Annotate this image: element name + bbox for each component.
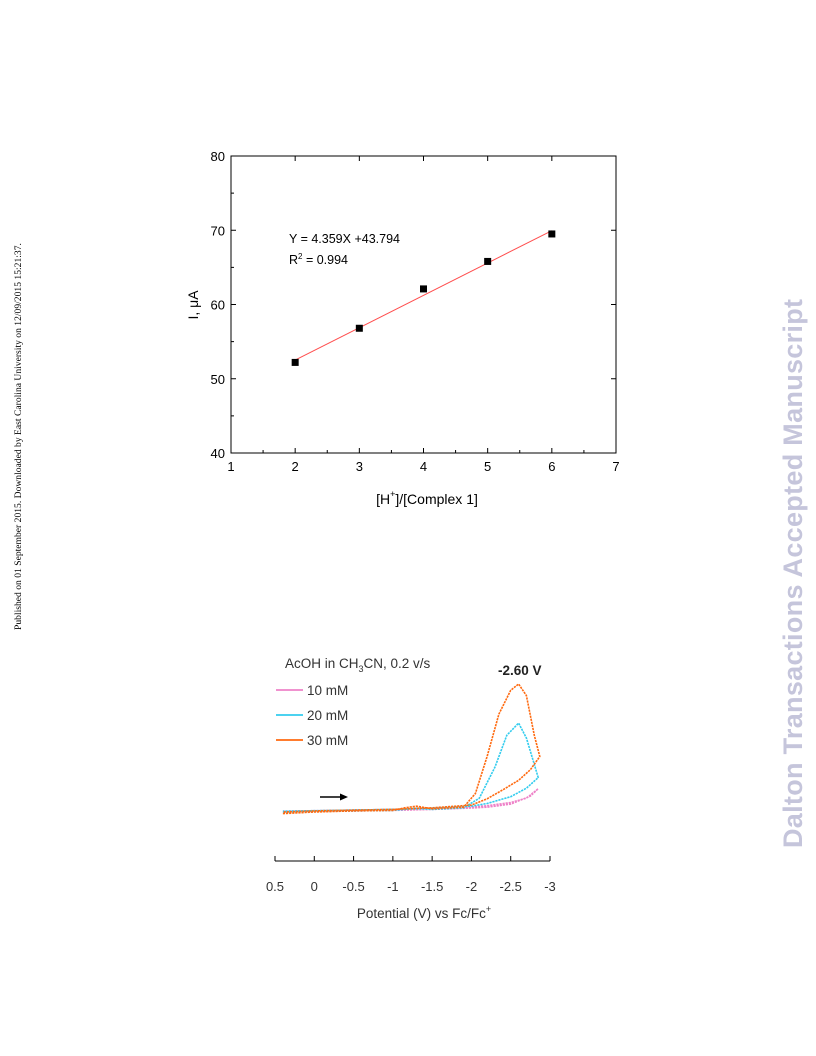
data-point [484,257,492,265]
data-point [355,324,363,332]
x-tick-label: 1 [227,459,234,474]
x-axis-label: [H+]/[Complex 1] [376,489,478,507]
cv-curves [282,682,541,815]
x-axis-ticks: 0.5 0 -0.5 -1 -1.5 -2 -2.5 -3 [266,856,556,894]
scan-direction-arrow [320,793,348,801]
legend-label: 30 mM [307,733,348,748]
legend-title: AcOH in CH3CN, 0.2 v/s [285,656,431,674]
fit-equation: Y = 4.359X +43.794 [289,232,400,246]
x-tick-label: -1.5 [421,879,443,894]
y-axis-label: I, μA [185,290,201,320]
y-tick-label: 70 [211,223,225,238]
cv-curve-30-mm [282,682,541,815]
peak-label: -2.60 V [498,663,542,678]
r-squared: R2 = 0.994 [289,252,348,267]
fit-line [294,230,553,361]
y-tick-label: 80 [211,149,225,164]
x-tick-label: -0.5 [342,879,364,894]
x-tick-label: 3 [356,459,363,474]
data-point [420,285,427,293]
data-point [548,230,556,238]
linear-fit-chart: 1 2 3 4 5 6 7 40 50 60 70 80 Y = 4.359X +43.794 R2 … [185,149,620,507]
x-tick-label: -2.5 [500,879,522,894]
x-axis-label: Potential (V) vs Fc/Fc+ [357,904,491,921]
x-tick-label: 0.5 [266,879,284,894]
x-tick-label: 2 [292,459,299,474]
y-tick-label: 50 [211,372,225,387]
data-points [291,230,556,366]
x-tick-label: 7 [612,459,619,474]
x-tick-label: 4 [420,459,427,474]
y-tick-label: 60 [211,298,225,313]
legend-label: 10 mM [307,683,348,698]
data-point [291,358,299,366]
plot-frame [230,155,617,454]
x-tick-label: -3 [544,879,556,894]
x-tick-label: 0 [311,879,318,894]
axis-ticks: 1 2 3 4 5 6 7 40 50 60 70 80 [211,149,620,474]
cv-chart: AcOH in CH3CN, 0.2 v/s 10 mM 20 mM 30 mM -… [266,656,556,921]
fit-line-group [294,230,553,361]
x-tick-label: -1 [387,879,399,894]
x-tick-label: 5 [484,459,491,474]
x-tick-label: 6 [548,459,555,474]
x-tick-label: -2 [466,879,478,894]
legend-label: 20 mM [307,708,348,723]
y-tick-label: 40 [211,446,225,461]
legend: 10 mM 20 mM 30 mM [276,683,348,748]
